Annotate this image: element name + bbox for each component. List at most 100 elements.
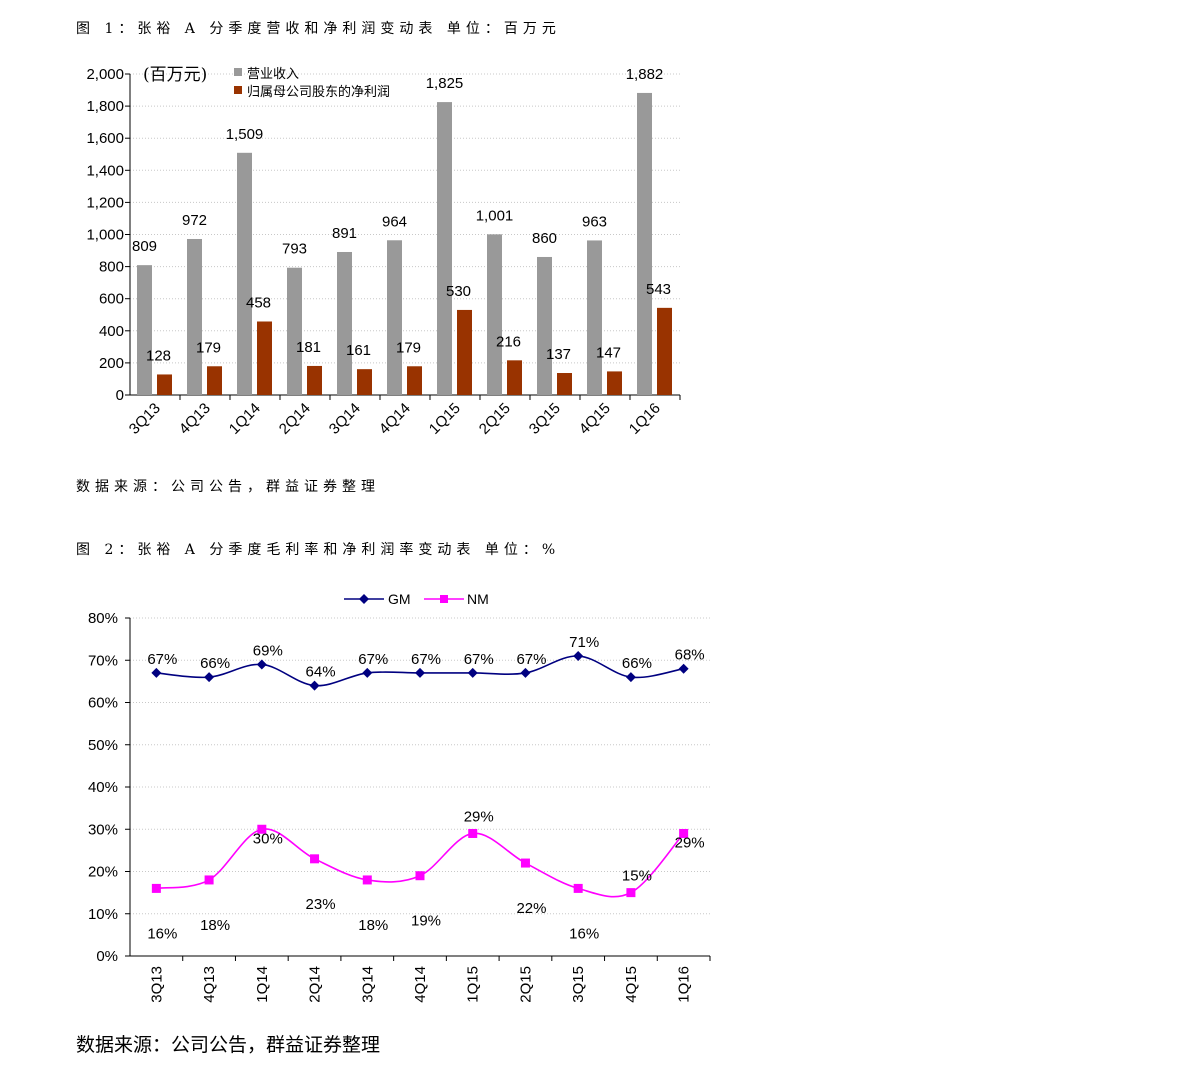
figure2-caption: 图 2：张裕 A 分季度毛利率和净利润率变动表 单位：%: [76, 542, 561, 558]
marker-nm: [204, 875, 214, 885]
bar-net-profit: [657, 307, 672, 395]
bar-revenue: [137, 265, 152, 395]
bar-net-profit: [307, 365, 322, 395]
x-tick-label: 4Q13: [176, 400, 214, 438]
x-tick-label: 1Q14: [226, 400, 264, 438]
x-tick-label: 2Q15: [517, 966, 534, 1003]
revenue-profit-bar-chart: 0 200 400 600 800 1,000 1,200 1,400 1,600 1,800 2,…: [86, 65, 681, 438]
legend-swatch-revenue: [234, 68, 242, 76]
data-label-gm: 67%: [411, 651, 441, 668]
y-tick-label: 1,800: [86, 98, 124, 115]
marker-nm: [626, 888, 636, 898]
marker-nm: [257, 824, 267, 834]
x-tick-label: 4Q15: [623, 966, 640, 1003]
bar-net-profit: [257, 321, 272, 395]
bar-net-profit: [557, 373, 572, 395]
marker-gm: [362, 667, 373, 678]
y-tick-label: 1,600: [86, 130, 124, 147]
data-label-nm: 22%: [516, 900, 546, 917]
y-tick-label: 80%: [88, 610, 118, 627]
y-tick-label: 70%: [88, 652, 118, 669]
x-tick-label: 3Q13: [148, 966, 165, 1003]
margin-line-chart: 0% 10% 20% 30% 40% 50% 60% 70% 80% 3Q13 4Q13 1Q14 2Q…: [88, 591, 711, 1003]
marker-nm: [310, 854, 320, 864]
data-label-revenue: 793: [282, 241, 307, 258]
legend-label-nm: NM: [467, 591, 489, 607]
marker-nm: [362, 875, 372, 885]
legend-label-net-profit: 归属母公司股东的净利润: [247, 84, 390, 100]
bar-net-profit: [157, 374, 172, 395]
data-label-gm: 64%: [306, 664, 336, 681]
marker-gm: [415, 667, 425, 678]
data-label-nm: 19%: [411, 913, 441, 930]
y-tick-label: 800: [99, 259, 124, 276]
marker-gm: [256, 659, 267, 670]
y-tick-label: 400: [99, 323, 124, 340]
marker-gm: [678, 663, 689, 674]
data-label-gm: 71%: [569, 634, 599, 651]
marker-nm: [520, 858, 530, 868]
x-tick-label: 4Q14: [412, 966, 429, 1003]
data-label-net-profit: 179: [396, 339, 421, 356]
marker-gm: [573, 651, 584, 662]
y-tick-label: 0%: [96, 948, 118, 965]
marker-nm: [415, 871, 425, 881]
y-tick-label: 0: [116, 387, 124, 404]
x-tick-label: 3Q13: [126, 400, 164, 438]
unit-note: (百万元): [143, 65, 207, 85]
figure2-source: 数据来源：公司公告，群益证券整理: [76, 1034, 381, 1056]
y-tick-label: 50%: [88, 737, 118, 754]
data-label-gm: 66%: [200, 655, 230, 672]
bar-revenue: [387, 240, 402, 395]
bar-revenue: [237, 152, 252, 395]
data-label-net-profit: 128: [146, 347, 171, 364]
data-label-nm: 29%: [464, 808, 494, 825]
data-label-gm: 67%: [147, 651, 177, 668]
y-tick-label: 10%: [88, 906, 118, 923]
y-tick-label: 600: [99, 291, 124, 308]
bar-revenue: [587, 240, 602, 395]
figure1-caption: 图 1：张裕 A 分季度营收和净利润变动表 单位：百万元: [76, 21, 561, 37]
bar-revenue: [487, 234, 502, 395]
x-tick-label: 1Q16: [626, 400, 664, 438]
bar-net-profit: [357, 369, 372, 395]
data-label-revenue: 891: [332, 225, 357, 242]
data-label-revenue: 809: [132, 238, 157, 255]
x-tick-label: 3Q15: [570, 966, 587, 1003]
marker-gm: [467, 667, 478, 678]
marker-nm: [573, 883, 583, 893]
data-label-revenue: 1,509: [226, 126, 264, 143]
x-tick-label: 2Q15: [476, 400, 514, 438]
bar-net-profit: [457, 309, 472, 395]
legend-marker-nm: [440, 595, 448, 603]
marker-gm: [625, 672, 636, 683]
data-label-gm: 66%: [622, 655, 652, 672]
bar-net-profit: [607, 371, 622, 395]
data-label-nm: 18%: [358, 917, 388, 934]
x-tick-label: 3Q14: [359, 966, 376, 1003]
data-label-nm: 16%: [147, 925, 177, 942]
y-tick-label: 1,400: [86, 162, 124, 179]
x-tick-label: 3Q15: [526, 400, 564, 438]
x-tick-label: 3Q14: [326, 400, 364, 438]
bar-net-profit: [507, 360, 522, 395]
data-label-revenue: 1,001: [476, 207, 514, 224]
x-tick-label: 1Q15: [465, 966, 482, 1003]
data-label-nm: 18%: [200, 917, 230, 934]
x-tick-label: 4Q14: [376, 400, 414, 438]
y-tick-label: 200: [99, 355, 124, 372]
data-label-net-profit: 161: [346, 342, 371, 359]
data-label-net-profit: 137: [546, 346, 571, 363]
data-label-revenue: 972: [182, 212, 207, 229]
data-label-nm: 29%: [675, 834, 705, 851]
data-label-nm: 16%: [569, 925, 599, 942]
legend-swatch-net-profit: [234, 86, 242, 94]
data-label-net-profit: 458: [246, 294, 271, 311]
x-tick-label: 1Q14: [254, 966, 271, 1003]
marker-gm: [309, 680, 320, 691]
marker-nm: [151, 883, 161, 893]
marker-nm: [468, 828, 478, 838]
data-label-gm: 67%: [516, 651, 546, 668]
data-label-net-profit: 147: [596, 344, 621, 361]
marker-gm: [204, 672, 215, 683]
